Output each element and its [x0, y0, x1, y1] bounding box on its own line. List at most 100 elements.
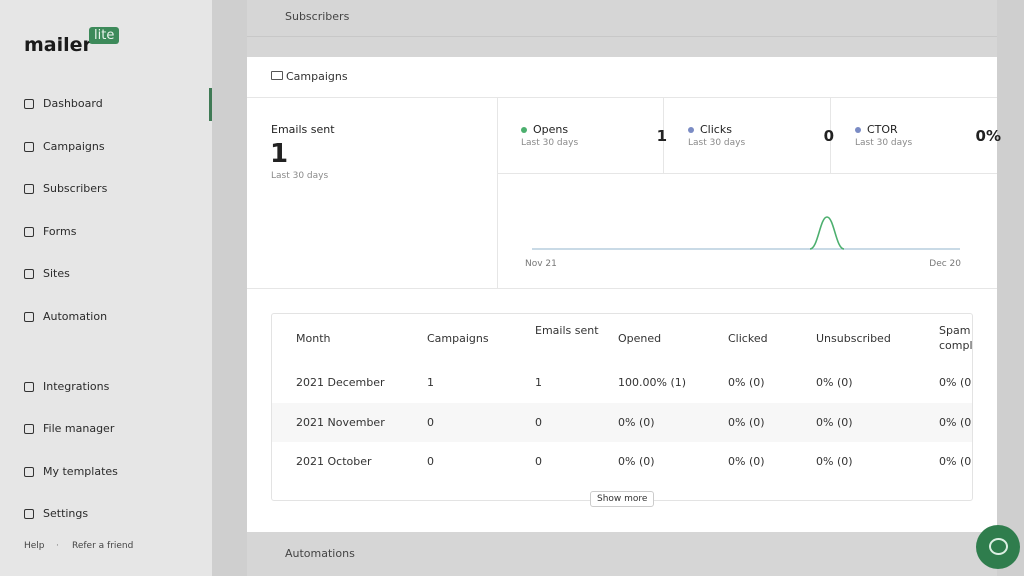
x-axis-start: Nov 21 [525, 259, 557, 269]
divider [830, 97, 831, 173]
stat-period: Last 30 days [688, 138, 746, 148]
show-more-button[interactable]: Show more [590, 491, 655, 507]
nav-label: Automation [43, 310, 108, 323]
separator: · [56, 541, 59, 551]
table-cell: 0% (0) [728, 376, 765, 389]
table-cell: 0 [427, 415, 434, 429]
table-cell: 1 [427, 376, 434, 389]
legend-dot [855, 126, 861, 133]
table-row: 2021 October 0 0 0% (0) 0% (0) 0% (0) 0% (0) [272, 442, 972, 482]
emails-sent-value: 1 [270, 139, 289, 169]
table-cell: 0% (0) [816, 455, 853, 468]
table-cell: 0 [535, 455, 542, 468]
nav-icon [24, 311, 34, 322]
stat-label: Opens [521, 123, 568, 136]
nav-item[interactable]: Integrations [24, 380, 109, 393]
nav-item[interactable]: Automation [24, 310, 107, 323]
stat-name: CTOR [867, 123, 898, 136]
divider [247, 288, 997, 289]
column-header: Month [296, 332, 331, 345]
column-header: Campaigns [427, 332, 489, 345]
column-header: Unsubscribed [816, 332, 891, 345]
divider [497, 97, 498, 288]
refer-link[interactable]: Refer a friend [72, 541, 134, 551]
nav-icon [24, 226, 34, 237]
campaign-table: Month Campaigns Emails sent Opened Clicked Un… [271, 313, 973, 501]
table-row: 2021 December 1 1 100.00% (1) 0% (0) 0% (0) 0%… [272, 363, 972, 403]
divider [663, 97, 664, 173]
column-header: Emails sent [535, 324, 599, 337]
nav-icon [24, 423, 34, 434]
emails-sent-label: Emails sent [271, 123, 335, 136]
table-cell: 0% (0) [728, 455, 765, 468]
help-link[interactable]: Help [24, 541, 45, 551]
chat-icon [989, 538, 1008, 555]
help-chat-button[interactable] [976, 525, 1020, 569]
table-cell: 0% (0) [728, 415, 765, 429]
nav-icon [24, 508, 34, 519]
nav-icon [24, 183, 34, 194]
nav-item[interactable]: File manager [24, 422, 114, 435]
nav-label: Dashboard [43, 97, 103, 110]
table-cell: 100.00% (1) [618, 376, 687, 389]
nav-item[interactable]: Campaigns [24, 140, 105, 153]
emails-sent-period: Last 30 days [271, 171, 329, 181]
table-cell: 0% (0) [816, 376, 853, 389]
table-cell: 2021 December [296, 376, 385, 389]
subscribers-section: Subscribers [247, 0, 997, 37]
stat-period: Last 30 days [855, 138, 913, 148]
nav-icon [24, 381, 34, 392]
nav-label: Settings [43, 507, 89, 520]
opens-chart: Nov 21 Dec 20 [525, 216, 961, 269]
table-cell: 0% (0) [939, 415, 973, 429]
nav-item[interactable]: Settings [24, 507, 88, 520]
table-cell: 0 [427, 455, 434, 468]
table-cell: 0% (0) [816, 415, 853, 429]
section-title: Subscribers [285, 10, 350, 23]
x-axis-end: Dec 20 [929, 259, 961, 269]
table-cell: 0% (0) [939, 455, 973, 468]
panel-header: Campaigns [247, 57, 997, 98]
table-cell: 0% (0) [618, 415, 655, 429]
stat-value: 0 [823, 127, 834, 145]
nav-item[interactable]: My templates [24, 465, 118, 478]
stat-label: Clicks [688, 123, 732, 136]
stat-value: 1 [656, 127, 667, 145]
sidebar: mailer lite Help · Refer a friend Dashbo… [0, 0, 212, 576]
nav-icon [24, 98, 34, 109]
nav-label: Subscribers [43, 182, 108, 195]
column-header: Opened [618, 332, 662, 345]
nav-icon [24, 466, 34, 477]
stat-label: CTOR [855, 123, 898, 136]
active-indicator [209, 88, 212, 121]
table-cell: 0 [535, 415, 542, 429]
logo: mailer [24, 34, 92, 56]
table-header: Month Campaigns Emails sent Opened Clicked Un… [272, 314, 972, 364]
column-header: Clicked [728, 332, 768, 345]
nav-item[interactable]: Dashboard [24, 97, 103, 110]
column-header: Spam complaints [939, 324, 973, 352]
nav-item[interactable]: Sites [24, 267, 70, 280]
nav-item[interactable]: Subscribers [24, 182, 107, 195]
campaigns-panel: Campaigns Emails sent 1 Last 30 days Nov… [247, 57, 1001, 532]
panel-title: Campaigns [286, 70, 348, 83]
section-title: Automations [285, 547, 355, 560]
table-row: 2021 November 0 0 0% (0) 0% (0) 0% (0) 0% (0) [272, 402, 973, 442]
table-cell: 2021 October [296, 455, 372, 468]
nav-label: My templates [43, 465, 118, 478]
legend-dot [521, 126, 527, 133]
nav-icon [24, 141, 34, 152]
nav-item[interactable]: Forms [24, 225, 76, 238]
divider [498, 173, 997, 174]
nav-icon [24, 268, 34, 279]
table-cell: 0% (0) [618, 455, 655, 468]
chart-line [809, 216, 845, 250]
stat-value: 0% [975, 127, 1001, 145]
logo-badge: lite [89, 27, 120, 44]
stat-name: Clicks [700, 123, 732, 136]
mail-icon [271, 71, 283, 80]
nav-label: Sites [43, 267, 70, 280]
stat-name: Opens [533, 123, 569, 136]
nav-label: Forms [43, 225, 77, 238]
